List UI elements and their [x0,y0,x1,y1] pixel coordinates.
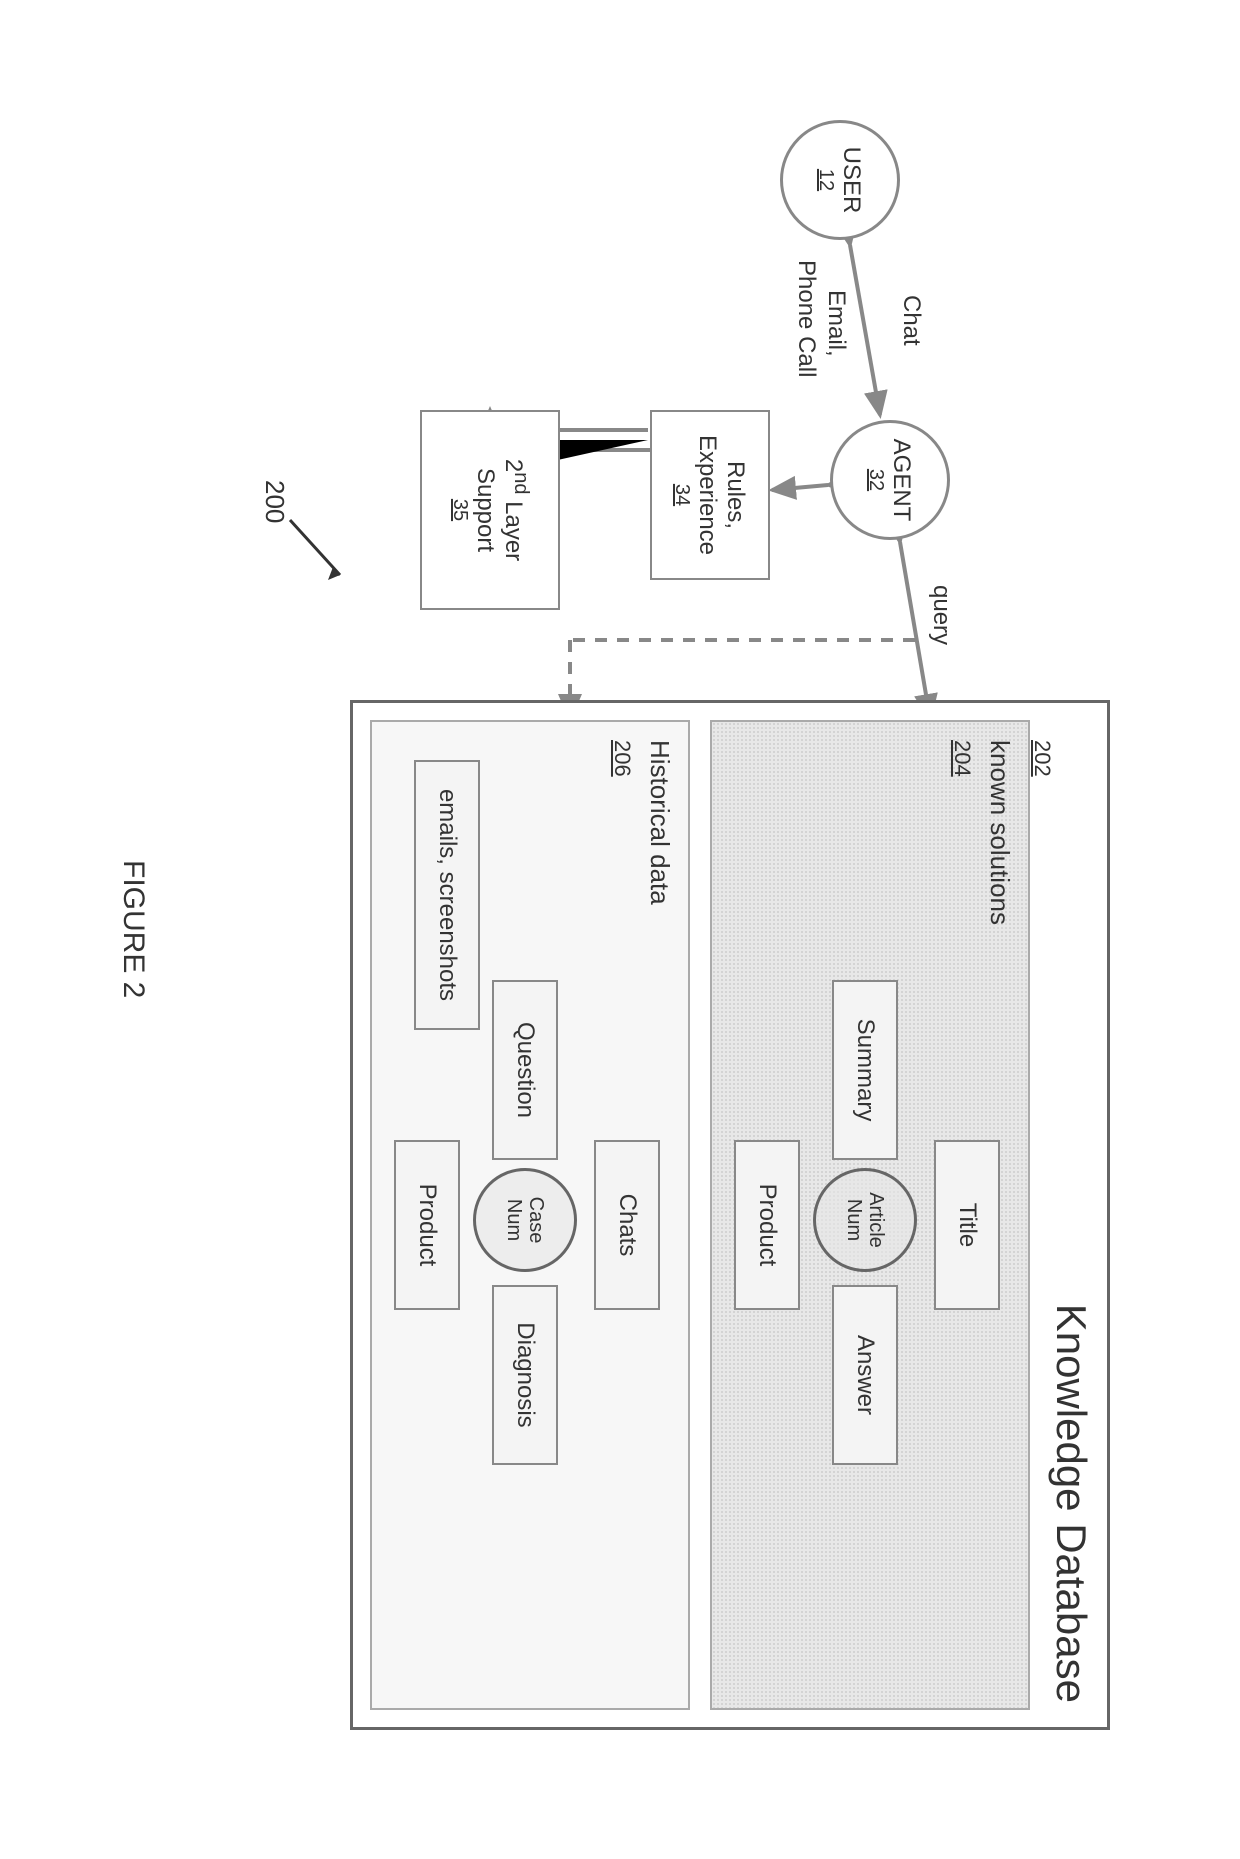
second-layer-ref: 35 [448,498,471,520]
second-layer-line2: Support [471,467,499,551]
title-box: Title [934,1140,1000,1310]
historical-data-ref: 206 [609,740,635,777]
chat-label: Chat [897,295,925,346]
figure-ref-number: 200 [259,480,290,523]
agent-label: AGENT [888,438,916,521]
question-box: Question [492,980,558,1160]
rules-line2: Experience [694,434,722,554]
case-num-line1: Case [525,1196,547,1243]
chats-box: Chats [594,1140,660,1310]
query-label: query [927,585,955,645]
user-ref: 12 [815,168,838,190]
known-solutions-label: known solutions [984,740,1015,925]
db-ref: 202 [1029,740,1055,777]
user-label: USER [838,146,866,213]
summary-box: Summary [832,980,898,1160]
second-layer-support-node: 2nd Layer Support 35 [420,410,560,610]
product-box-2: Product [394,1140,460,1310]
rules-experience-node: Rules, Experience 34 [650,410,770,580]
article-num-hub: Article Num [813,1168,917,1272]
user-node: USER 12 [780,120,900,240]
second-layer-line1: 2nd Layer [499,458,532,560]
answer-box: Answer [832,1285,898,1465]
phonecall-label: Phone Call [792,260,820,377]
article-num-line1: Article [865,1192,887,1248]
diagram-canvas: USER 12 AGENT 32 Chat Email, Phone Call … [70,80,1170,1780]
case-num-hub: Case Num [473,1168,577,1272]
article-num-line2: Num [843,1198,865,1240]
rules-ref: 34 [671,483,694,505]
agent-ref: 32 [865,468,888,490]
product-box-1: Product [734,1140,800,1310]
agent-node: AGENT 32 [830,420,950,540]
emails-screenshots-box: emails, screenshots [414,760,480,1030]
diagnosis-box: Diagnosis [492,1285,558,1465]
db-title: Knowledge Database [1035,703,1107,1727]
figure-caption: FIGURE 2 [116,860,150,998]
historical-data-label: Historical data [644,740,675,905]
rules-line1: Rules, [722,460,750,528]
known-solutions-ref: 204 [949,740,975,777]
case-num-line2: Num [503,1198,525,1240]
email-label: Email, [822,290,850,357]
